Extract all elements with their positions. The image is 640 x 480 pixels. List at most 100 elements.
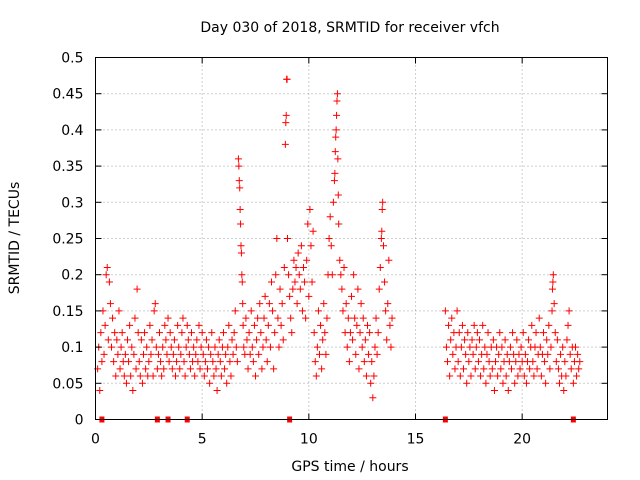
data-point — [472, 343, 480, 351]
data-point — [377, 235, 385, 242]
data-point — [213, 387, 221, 395]
data-point — [368, 358, 376, 366]
data-point — [151, 300, 159, 308]
grid-lines — [95, 57, 608, 420]
data-point — [247, 307, 255, 315]
data-point — [118, 329, 126, 337]
data-point — [448, 314, 456, 322]
data-point — [544, 350, 552, 358]
data-point — [447, 336, 455, 344]
data-point — [293, 300, 301, 308]
data-point — [349, 336, 357, 344]
data-point — [318, 365, 326, 373]
data-point — [455, 329, 463, 337]
data-point — [281, 140, 289, 148]
data-point — [574, 350, 582, 358]
data-point — [180, 358, 188, 366]
data-point — [149, 372, 157, 380]
data-point — [134, 329, 142, 337]
data-point — [529, 358, 537, 366]
data-point — [359, 314, 367, 322]
data-point — [509, 329, 517, 337]
data-point — [237, 242, 245, 250]
data-point — [564, 321, 572, 329]
data-point — [243, 336, 251, 344]
data-point — [132, 365, 140, 373]
data-point — [305, 292, 313, 300]
data-point — [521, 350, 529, 358]
data-point — [506, 343, 514, 351]
data-point — [248, 343, 256, 351]
data-point — [172, 372, 179, 380]
data-point — [168, 365, 176, 373]
data-point — [154, 350, 162, 358]
data-point — [338, 285, 346, 293]
data-point — [457, 343, 465, 351]
data-point — [238, 271, 246, 279]
data-point — [199, 350, 207, 358]
data-point — [135, 358, 143, 366]
data-point — [380, 242, 387, 250]
data-point — [481, 343, 489, 351]
data-point — [532, 329, 540, 337]
data-point — [307, 242, 315, 250]
data-point — [336, 256, 344, 264]
data-point — [188, 329, 195, 337]
data-point — [157, 358, 165, 366]
data-point — [342, 300, 350, 308]
data-point — [112, 372, 120, 380]
data-point — [278, 300, 286, 308]
data-point — [103, 263, 111, 271]
data-point — [287, 314, 295, 322]
data-points — [94, 75, 584, 402]
data-point — [496, 329, 504, 337]
data-point — [348, 292, 355, 300]
data-point — [311, 358, 319, 366]
data-point — [483, 350, 491, 358]
data-point — [275, 343, 283, 351]
data-point — [236, 184, 244, 192]
data-point — [266, 343, 274, 351]
data-point — [163, 350, 171, 358]
x-tick-label: 10 — [300, 432, 318, 448]
data-point — [259, 343, 267, 351]
data-point — [512, 358, 520, 366]
data-point — [255, 350, 263, 358]
data-point — [161, 321, 169, 329]
y-tick-label: 0.5 — [61, 51, 83, 67]
data-point — [501, 336, 509, 344]
data-point — [562, 372, 570, 380]
y-tick-label: 0 — [75, 413, 84, 429]
data-point — [456, 372, 464, 380]
data-point — [101, 321, 109, 329]
data-point — [262, 336, 270, 344]
data-point — [383, 336, 391, 344]
data-point — [97, 329, 105, 337]
data-point — [351, 314, 359, 322]
data-point — [295, 271, 303, 279]
data-point — [465, 358, 473, 366]
y-tick-label: 0.45 — [52, 87, 83, 103]
data-point — [205, 343, 213, 351]
data-point — [145, 358, 153, 366]
data-point — [225, 321, 233, 329]
data-point — [309, 227, 317, 235]
data-point — [167, 343, 175, 351]
data-point — [569, 379, 577, 387]
x-tick-label: 5 — [198, 432, 207, 448]
data-point — [258, 365, 266, 373]
y-tick-label: 0.3 — [61, 195, 83, 211]
data-point — [470, 321, 478, 329]
data-point — [499, 379, 507, 387]
data-point — [484, 329, 492, 337]
data-point — [191, 372, 199, 380]
data-point — [332, 133, 340, 141]
data-point — [280, 263, 288, 271]
data-point — [356, 329, 364, 337]
data-point — [222, 350, 230, 358]
data-point — [451, 365, 459, 373]
data-point — [332, 126, 340, 134]
data-point — [489, 336, 497, 344]
data-point — [214, 350, 222, 358]
data-point — [328, 271, 336, 279]
